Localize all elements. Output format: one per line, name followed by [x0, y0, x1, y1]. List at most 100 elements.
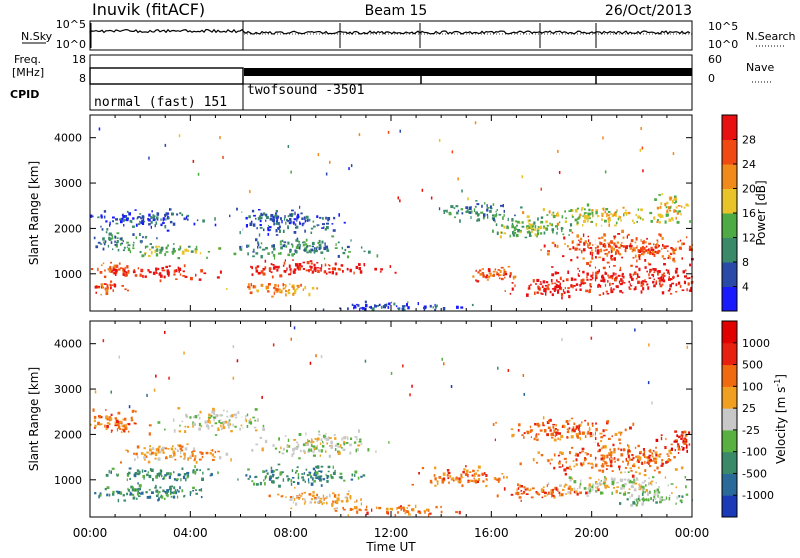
scatter-cell — [327, 219, 330, 222]
scatter-cell — [265, 213, 268, 217]
scatter-cell — [155, 374, 157, 378]
scatter-cell — [540, 281, 542, 283]
scatter-cell — [298, 457, 301, 460]
scatter-cell — [104, 487, 107, 491]
scatter-cell — [570, 284, 573, 288]
scatter-cell — [529, 231, 532, 235]
scatter-cell — [552, 427, 555, 430]
scatter-cell — [578, 424, 580, 429]
scatter-cell — [286, 220, 290, 222]
scatter-cell — [584, 240, 587, 244]
scatter-cell — [166, 472, 169, 476]
scatter-cell — [105, 409, 107, 411]
scatter-cell — [297, 213, 300, 216]
scatter-cell — [128, 212, 131, 216]
scatter-cell — [575, 463, 578, 466]
scatter-cell — [674, 430, 678, 433]
scatter-cell — [546, 287, 549, 290]
scatter-cell — [662, 277, 664, 281]
scatter-cell — [314, 447, 318, 450]
scatter-cell — [611, 491, 613, 495]
scatter-cell — [621, 245, 624, 247]
scatter-cell — [543, 288, 546, 293]
scatter-cell — [219, 270, 222, 274]
scatter-cell — [515, 220, 518, 223]
scatter-cell — [670, 247, 673, 250]
scatter-cell — [333, 508, 336, 510]
scatter-cell — [519, 231, 522, 234]
scatter-cell — [674, 197, 678, 201]
scatter-cell — [644, 266, 647, 269]
scatter-cell — [278, 225, 281, 229]
scatter-cell — [582, 248, 586, 252]
scatter-cell — [121, 425, 124, 427]
scatter-cell — [647, 459, 650, 462]
scatter-cell — [408, 510, 410, 514]
scatter-cell — [624, 428, 627, 432]
scatter-cell — [573, 285, 576, 287]
scatter-cell — [295, 225, 299, 229]
scatter-cell — [540, 454, 544, 457]
scatter-cell — [689, 277, 691, 279]
scatter-cell — [198, 427, 201, 431]
scatter-cell — [621, 291, 624, 294]
scatter-cell — [492, 270, 496, 273]
scatter-cell — [569, 479, 572, 482]
scatter-cell — [232, 423, 234, 427]
scatter-cell — [623, 478, 627, 481]
scatter-cell — [287, 215, 290, 218]
scatter-cell — [320, 355, 323, 359]
scatter-cell — [612, 457, 614, 461]
scatter-cell — [597, 445, 600, 447]
scatter-cell — [574, 428, 578, 430]
scatter-cell — [476, 280, 480, 283]
scatter-cell — [211, 410, 214, 414]
scatter-cell — [316, 437, 320, 441]
scatter-cell — [277, 476, 280, 479]
scatter-cell — [636, 259, 638, 263]
scatter-cell — [175, 491, 177, 495]
scatter-cell — [511, 287, 514, 291]
scatter-cell — [666, 245, 669, 248]
scatter-cell — [544, 284, 548, 287]
scatter-cell — [322, 442, 324, 444]
scatter-cell — [480, 211, 484, 214]
scatter-cell — [610, 290, 614, 294]
scatter-cell — [130, 416, 133, 420]
scatter-cell — [627, 479, 630, 482]
scatter-cell — [116, 475, 119, 477]
scatter-cell — [563, 291, 566, 294]
scatter-cell — [679, 239, 682, 242]
scatter-cell — [225, 452, 229, 456]
scatter-cell — [192, 469, 195, 471]
scatter-cell — [261, 248, 264, 251]
scatter-cell — [618, 280, 621, 284]
scatter-cell — [184, 456, 186, 459]
scatter-cell — [122, 249, 125, 252]
scatter-cell — [265, 469, 268, 472]
scatter-cell — [633, 222, 636, 224]
scatter-cell — [140, 240, 142, 244]
scatter-cell — [473, 474, 476, 477]
scatter-cell — [110, 269, 113, 271]
colorbar-segment — [722, 321, 737, 344]
scatter-cell — [499, 235, 502, 239]
scatter-cell — [159, 274, 163, 278]
scatter-cell — [209, 474, 213, 477]
scatter-cell — [543, 495, 547, 497]
scatter-cell — [181, 213, 184, 217]
scatter-cell — [164, 474, 167, 477]
scatter-cell — [311, 286, 315, 290]
scatter-cell — [156, 272, 158, 274]
scatter-cell — [146, 393, 148, 397]
scatter-cell — [262, 248, 266, 251]
scatter-cell — [145, 455, 148, 458]
scatter-cell — [162, 269, 166, 272]
scatter-cell — [321, 502, 324, 506]
scatter-cell — [646, 270, 648, 273]
scatter-cell — [329, 160, 331, 164]
scatter-cell — [300, 449, 302, 453]
scatter-cell — [652, 460, 655, 462]
scatter-cell — [279, 252, 282, 255]
